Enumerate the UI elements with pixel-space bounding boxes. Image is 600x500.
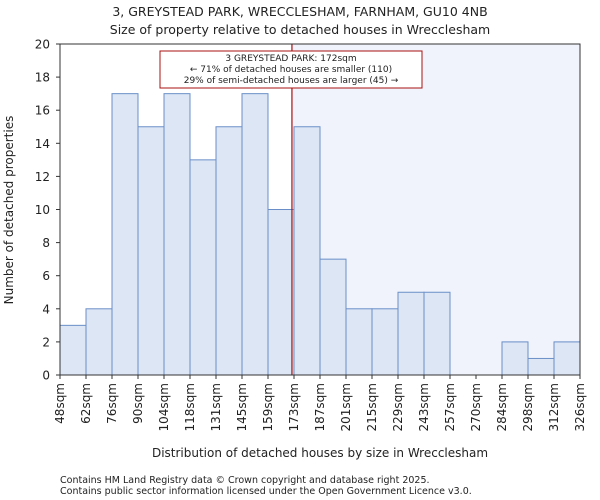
y-tick-label: 0 [42, 369, 50, 383]
x-tick-label: 131sqm [209, 383, 223, 431]
y-tick-label: 10 [35, 203, 50, 217]
bar-173sqm [293, 126, 321, 376]
y-tick-label: 18 [35, 71, 50, 85]
x-axis-label: Distribution of detached houses by size … [152, 446, 488, 460]
bar-215sqm [371, 308, 399, 376]
bar-312sqm [553, 341, 581, 376]
annotation-rect [159, 50, 423, 89]
x-tick-label: 298sqm [521, 383, 535, 431]
x-tick-label: 62sqm [79, 383, 93, 424]
bar-243sqm [423, 291, 451, 376]
y-axis: 0 2 4 6 8 10 12 14 16 18 20 [35, 38, 60, 383]
bars-group [59, 93, 581, 376]
x-tick-label: 243sqm [417, 383, 431, 431]
plot-frame [59, 43, 581, 376]
y-tick-label: 2 [42, 335, 50, 349]
y-tick-label: 8 [42, 236, 50, 250]
chart-title-line2: Size of property relative to detached ho… [110, 22, 490, 37]
x-tick-label: 284sqm [495, 383, 509, 431]
bar-145sqm [241, 93, 269, 376]
x-tick-label: 326sqm [573, 383, 587, 431]
annotation-line1: 3 GREYSTEAD PARK: 172sqm [225, 54, 356, 64]
x-tick-label: 215sqm [365, 383, 379, 431]
x-axis: 48sqm 62sqm 76sqm 90sqm 104sqm 118sqm 131sqm 14… [53, 375, 587, 431]
bar-62sqm [85, 308, 113, 376]
chart-title-line1: 3, GREYSTEAD PARK, WRECCLESHAM, FARNHAM,… [112, 4, 487, 19]
x-tick-label: 270sqm [469, 383, 483, 431]
x-tick-label: 229sqm [391, 383, 405, 431]
bar-187sqm [319, 258, 347, 376]
x-tick-label: 76sqm [105, 383, 119, 424]
x-tick-label: 48sqm [53, 383, 67, 424]
bar-76sqm [111, 93, 139, 376]
bar-201sqm [345, 308, 373, 376]
footer-line1: Contains HM Land Registry data © Crown c… [60, 475, 430, 486]
x-tick-label: 173sqm [287, 383, 301, 431]
y-axis-label: Number of detached properties [2, 116, 16, 305]
bar-118sqm [189, 159, 217, 376]
annotation-line2: ← 71% of detached houses are smaller (11… [190, 65, 392, 75]
bar-48sqm [59, 324, 87, 376]
y-tick-label: 16 [35, 104, 50, 118]
y-tick-label: 14 [35, 137, 50, 151]
x-tick-label: 312sqm [547, 383, 561, 431]
annotation-line3: 29% of semi-detached houses are larger (… [184, 76, 399, 86]
bar-298sqm [527, 357, 555, 376]
x-tick-label: 118sqm [183, 383, 197, 431]
bar-104sqm [163, 93, 191, 376]
y-tick-label: 6 [42, 269, 50, 283]
bar-131sqm [215, 126, 243, 376]
x-tick-label: 159sqm [261, 383, 275, 431]
y-tick-label: 20 [35, 38, 50, 52]
y-tick-label: 12 [35, 170, 50, 184]
y-tick-label: 4 [42, 302, 50, 316]
x-tick-label: 145sqm [235, 383, 249, 431]
x-tick-label: 104sqm [157, 383, 171, 431]
bar-159sqm [267, 209, 295, 376]
bar-90sqm [137, 126, 165, 376]
x-tick-label: 187sqm [313, 383, 327, 431]
bar-284sqm [501, 341, 529, 376]
x-tick-label: 201sqm [339, 383, 353, 431]
x-tick-label: 90sqm [131, 383, 145, 424]
bar-229sqm [397, 291, 425, 376]
annotation-box: 3 GREYSTEAD PARK: 172sqm ← 71% of detach… [159, 50, 423, 89]
x-tick-label: 257sqm [443, 383, 457, 431]
footer-line2: Contains public sector information licen… [60, 486, 472, 497]
